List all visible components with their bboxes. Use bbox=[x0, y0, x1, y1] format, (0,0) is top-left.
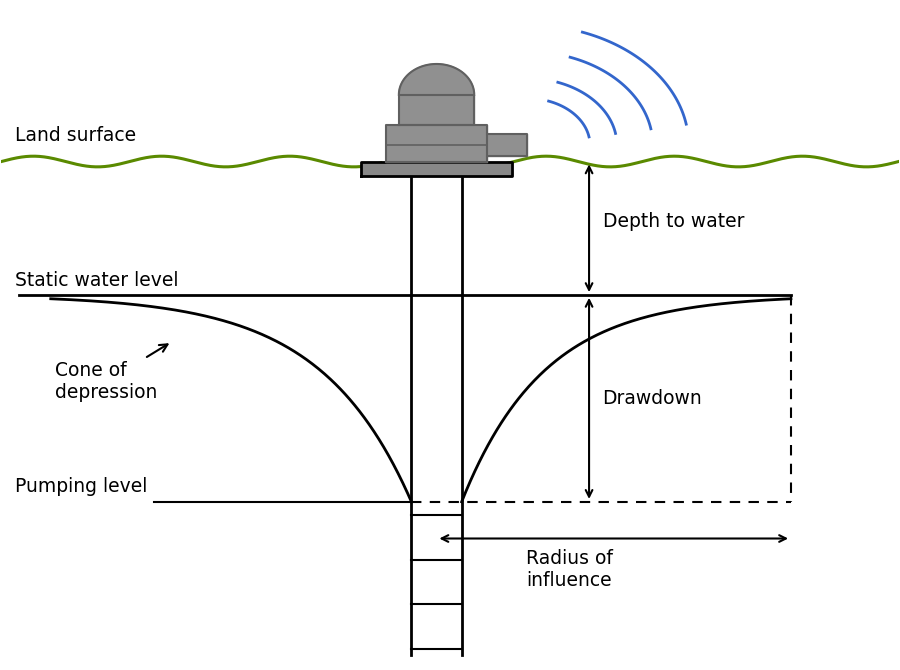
Text: Static water level: Static water level bbox=[14, 271, 178, 289]
Polygon shape bbox=[399, 64, 474, 94]
Text: Drawdown: Drawdown bbox=[602, 389, 702, 408]
Text: Pumping level: Pumping level bbox=[14, 478, 148, 496]
Text: Cone of
depression: Cone of depression bbox=[55, 344, 167, 402]
Text: Radius of
influence: Radius of influence bbox=[526, 549, 613, 590]
Text: Land surface: Land surface bbox=[14, 126, 136, 145]
Text: Depth to water: Depth to water bbox=[602, 212, 744, 231]
